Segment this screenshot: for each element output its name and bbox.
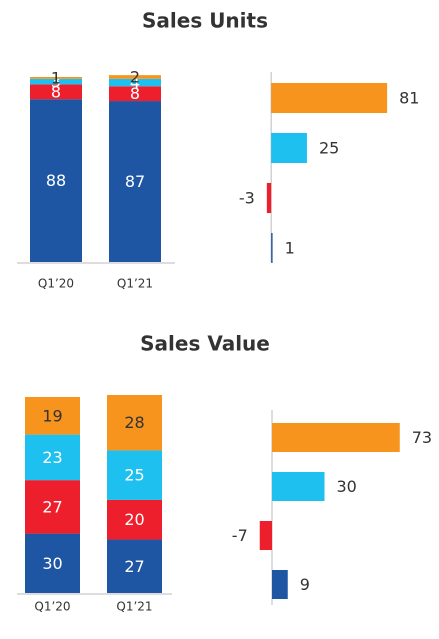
data-label: -7 — [232, 526, 248, 545]
bar-segment — [30, 99, 82, 262]
bar-segment — [30, 78, 82, 85]
data-label: 81 — [399, 89, 419, 108]
x-tick-label: Q1’21 — [116, 600, 152, 614]
section-title: Sales Value — [140, 332, 270, 356]
data-label: 30 — [42, 554, 62, 573]
data-label: 1 — [285, 239, 295, 258]
bar-segment — [30, 84, 82, 100]
data-label: -3 — [239, 189, 255, 208]
bar — [272, 423, 400, 452]
data-label: 8 — [51, 82, 61, 101]
data-label: 19 — [42, 406, 62, 425]
bar — [272, 570, 288, 599]
bar-segment — [109, 101, 161, 262]
bar-segment — [25, 396, 80, 435]
x-tick-label: Q1’20 — [38, 277, 74, 291]
bar-segment — [107, 499, 162, 540]
data-label: 4 — [130, 73, 140, 92]
bar — [272, 472, 325, 501]
bar — [271, 133, 307, 163]
data-label: 88 — [46, 171, 66, 190]
data-label: 30 — [337, 477, 357, 496]
bar — [266, 183, 272, 213]
data-label: 8 — [130, 84, 140, 103]
bar-segment — [109, 75, 161, 79]
x-tick-label: Q1’20 — [34, 600, 70, 614]
bar — [271, 233, 273, 263]
data-label: 25 — [319, 139, 339, 158]
data-label: 27 — [124, 557, 144, 576]
data-label: 27 — [42, 497, 62, 516]
bar-segment — [107, 395, 162, 451]
bar-segment — [109, 78, 161, 87]
data-label: 1 — [51, 68, 61, 87]
data-label: 87 — [125, 172, 145, 191]
bar-segment — [25, 434, 80, 481]
bar — [271, 83, 388, 113]
data-label: 28 — [124, 413, 144, 432]
data-label: 23 — [42, 448, 62, 467]
section-title: Sales Units — [142, 9, 268, 33]
data-label: 3 — [51, 72, 61, 91]
bar-segment — [30, 77, 82, 79]
bar-segment — [25, 533, 80, 593]
data-label: 25 — [124, 466, 144, 485]
data-label: 2 — [130, 68, 140, 87]
data-label: 9 — [300, 575, 310, 594]
data-label: 20 — [124, 510, 144, 529]
bar — [259, 521, 272, 550]
bar-segment — [107, 450, 162, 500]
bar-segment — [25, 480, 80, 534]
data-label: 73 — [412, 428, 432, 447]
bar-segment — [107, 539, 162, 593]
bar-segment — [109, 86, 161, 102]
x-tick-label: Q1’21 — [117, 277, 153, 291]
